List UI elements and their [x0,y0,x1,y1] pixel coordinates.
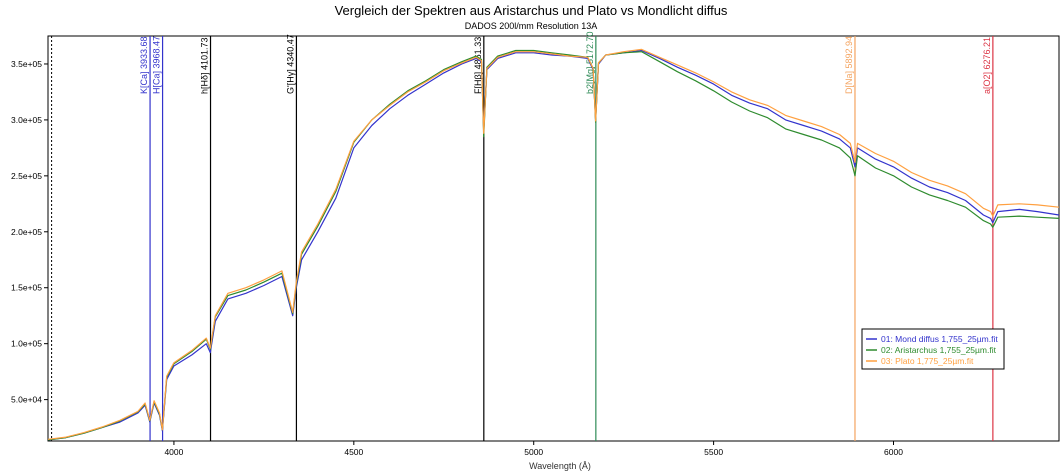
spectrum-series [47,48,1060,441]
plot-area [47,35,1060,442]
legend-entry-3: 03: Plato 1,775_25µm.fit [881,356,974,366]
reference-line-label: h[Hδ] 4101.73 [200,37,210,94]
reference-lines: K[Ca] 3933.68 H[Ca] 3968.47 h[Hδ] 4101.73 G… [51,31,994,441]
x-tick-label: 4500 [344,447,363,457]
y-tick-label: 3.5e+05 [11,59,42,69]
series-line-1 [47,49,1060,441]
y-tick-label: 3.0e+05 [11,115,42,125]
y-tick-label: 1.5e+05 [11,283,42,293]
y-axis: 5.0e+04 1.0e+05 1.5e+05 2.0e+05 2.5e+05 3.0e+… [11,59,48,405]
reference-line-label: K[Ca] 3933.68 [139,36,149,94]
x-tick-label: 6000 [884,447,903,457]
reference-line-label: D[Na] 5892.94 [844,36,854,94]
legend-box [861,328,1005,370]
y-tick-label: 5.0e+04 [11,395,42,405]
y-tick-label: 2.5e+05 [11,171,42,181]
x-tick-label: 5500 [704,447,723,457]
reference-line-label: G'[Hγ] 4340.47 [285,34,295,94]
reference-line-label: H[Ca] 3968.47 [152,36,162,94]
series-line-3 [47,48,1060,440]
x-axis: 4000 4500 5000 5500 6000 [164,441,903,457]
series-line-2 [47,49,1060,441]
x-axis-label: Wavelength (Å) [529,461,591,471]
legend-entry-1: 01: Mond diffus 1,755_25µm.fit [881,334,998,344]
chart-subtitle: DADOS 200l/mm Resolution 13A [465,21,598,31]
legend-entry-2: 02: Aristarchus 1,755_25µm.fit [881,345,997,355]
chart-title: Vergleich der Spektren aus Aristarchus u… [335,3,728,18]
y-tick-label: 2.0e+05 [11,227,42,237]
x-tick-label: 5000 [524,447,543,457]
y-tick-label: 1.0e+05 [11,339,42,349]
reference-line-label: F[Hβ] 4861.33 [473,37,483,94]
x-tick-label: 4000 [164,447,183,457]
reference-line-label: a[O2] 6276.21 [982,37,992,94]
